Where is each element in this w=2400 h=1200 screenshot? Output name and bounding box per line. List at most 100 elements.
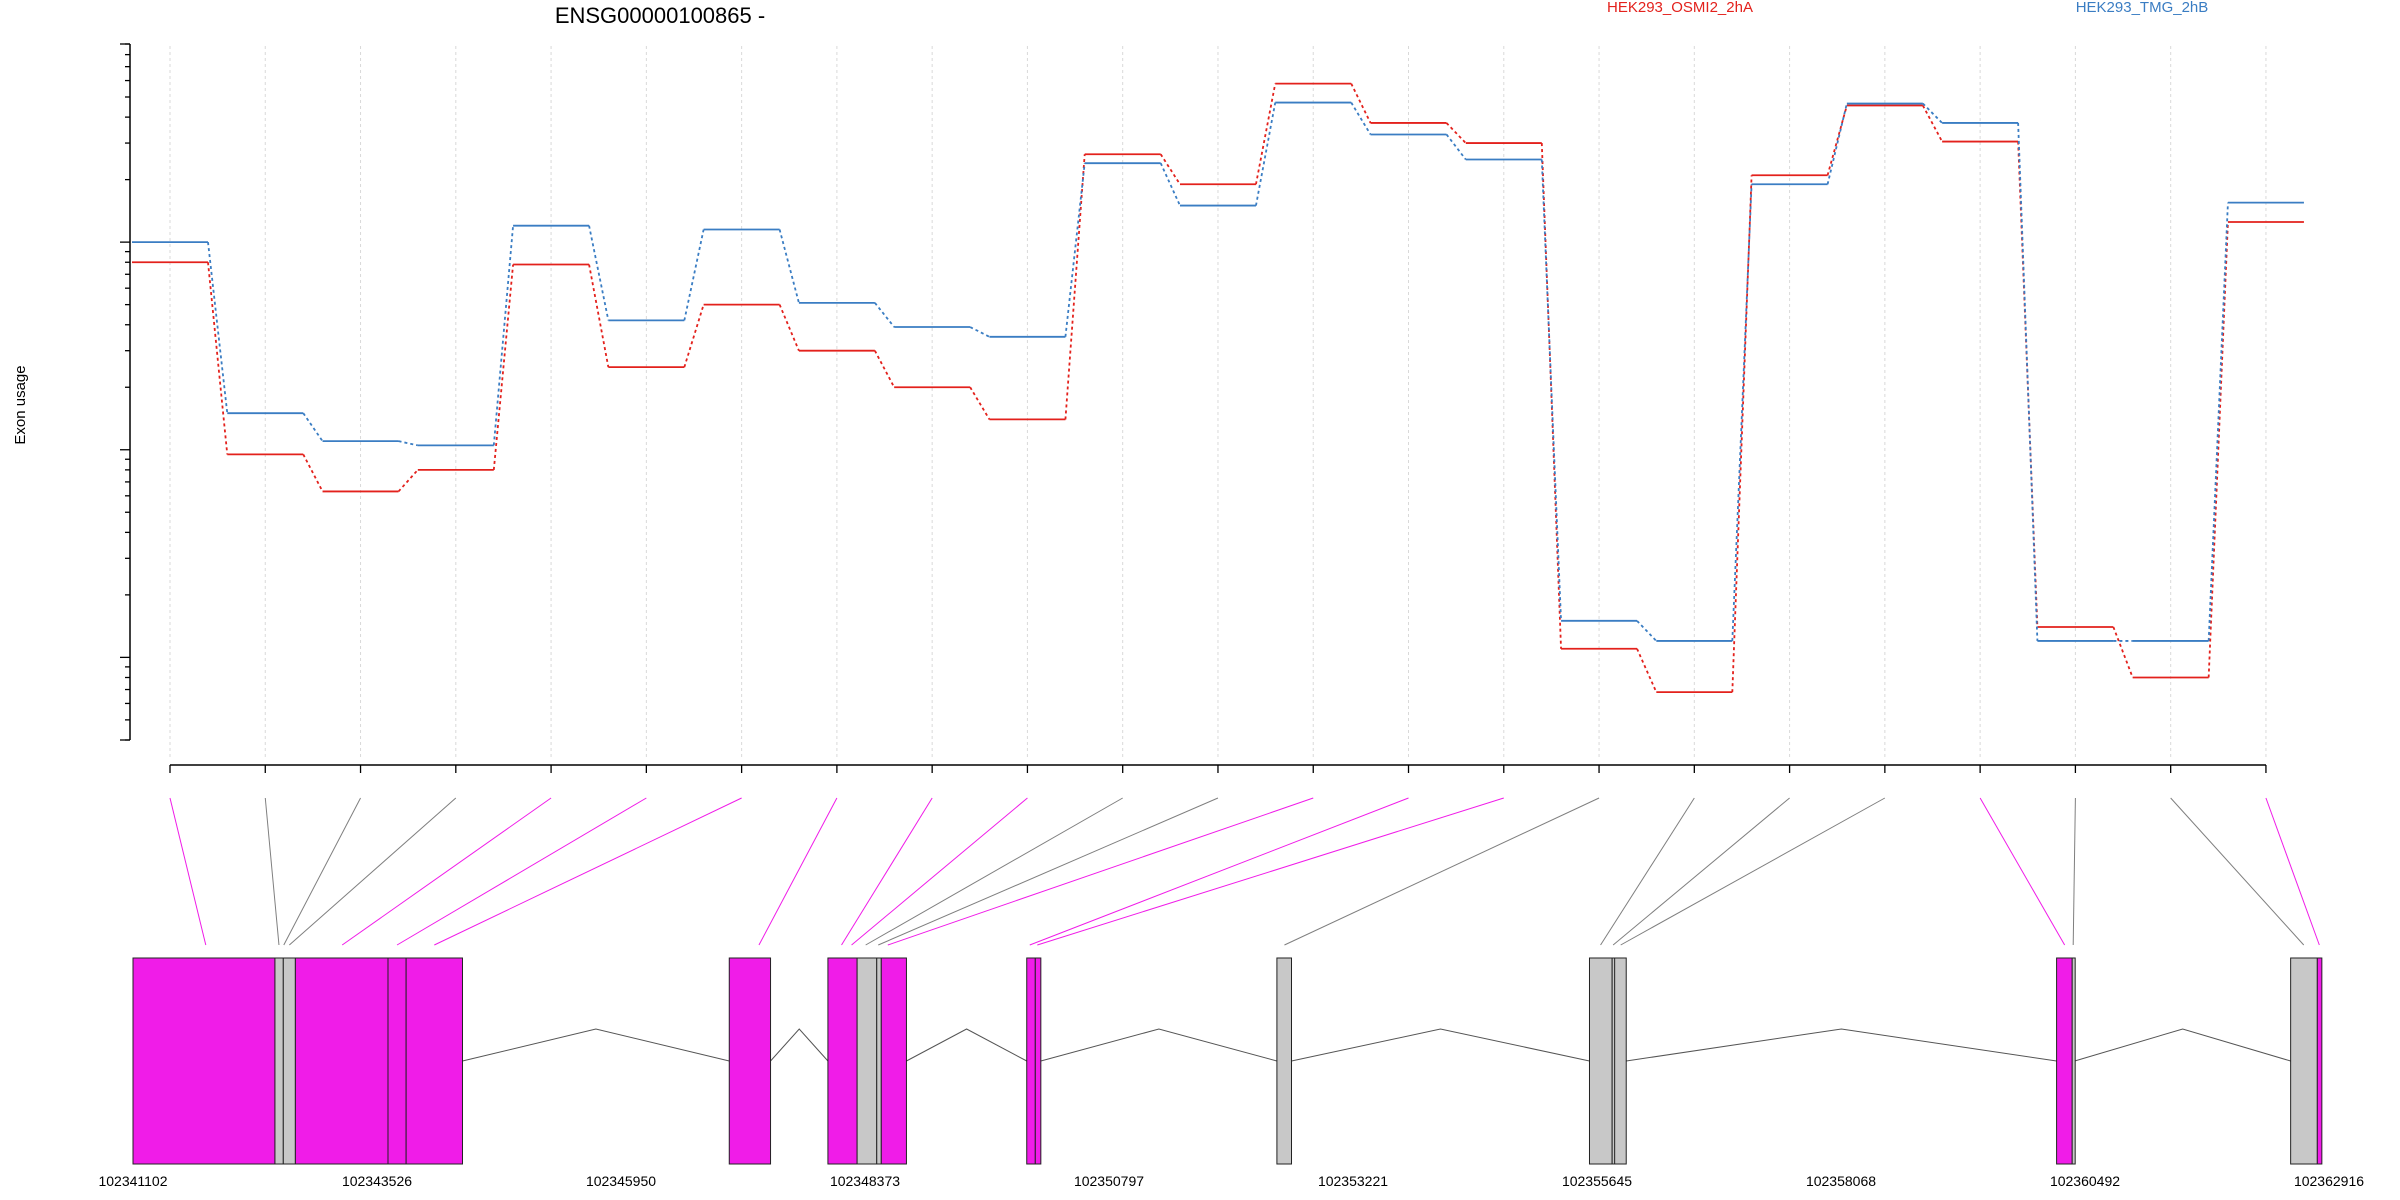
series-transition xyxy=(302,453,324,492)
connector-E007 xyxy=(434,797,742,946)
series-transition xyxy=(1731,175,1753,693)
intron-line xyxy=(1626,1028,2057,1062)
coordinate-label: 102353221 xyxy=(1318,1173,1388,1189)
series-transition xyxy=(683,229,705,321)
exon-E001 xyxy=(132,957,276,1165)
series-transition xyxy=(1922,102,1943,124)
connector-E016 xyxy=(1284,797,1600,946)
exon-E012 xyxy=(1026,957,1036,1165)
coordinate-label: 102362916 xyxy=(2294,1173,2364,1189)
series-transition xyxy=(302,412,324,442)
series-transition xyxy=(1445,133,1467,161)
exon-E021 xyxy=(2316,957,2323,1165)
connector-E020 xyxy=(1979,797,2066,946)
series-lines xyxy=(132,82,2304,694)
exon-E014 xyxy=(1276,957,1293,1165)
coordinate-label: 102360492 xyxy=(2050,1173,2120,1189)
chart-title: ENSG00000100865 - xyxy=(555,3,765,28)
series-transition xyxy=(778,229,800,304)
axes xyxy=(129,44,2266,766)
connector-E006 xyxy=(396,797,647,946)
connector-E018 xyxy=(1612,797,1790,946)
coordinate-label: 102355645 xyxy=(1562,1173,1632,1189)
connector-E009 xyxy=(841,797,933,946)
legend-series-2: HEK293_TMG_2hB xyxy=(2076,0,2209,16)
exon-E010 xyxy=(876,957,882,1165)
exon-E007 xyxy=(728,957,772,1165)
series-transition xyxy=(1255,83,1277,185)
exon-E013 xyxy=(1034,957,1042,1165)
connector-E019 xyxy=(1620,797,1886,946)
series-transition xyxy=(1064,163,1086,337)
intron-line xyxy=(1040,1028,1278,1062)
series-transition xyxy=(778,304,800,352)
coordinate-label: 102348373 xyxy=(830,1173,900,1189)
y-axis-ticks xyxy=(120,43,130,741)
y-axis-label: Exon usage xyxy=(12,365,29,444)
series-transition xyxy=(1255,102,1277,206)
series-transition xyxy=(874,302,895,328)
series-transition xyxy=(969,326,990,338)
connector-E011 xyxy=(865,797,1123,946)
series-transition xyxy=(1636,648,1658,693)
series-transition xyxy=(1064,154,1086,420)
exon-connectors xyxy=(169,797,2320,946)
intron-line xyxy=(770,1028,829,1062)
exon-E006 xyxy=(405,957,463,1165)
series-transition xyxy=(2017,141,2039,628)
coordinate-label: 102350797 xyxy=(1074,1173,1144,1189)
series-transition xyxy=(207,242,229,414)
series-transition xyxy=(588,264,610,368)
series-transition xyxy=(2207,221,2229,678)
series-transition xyxy=(969,386,991,420)
intron-line xyxy=(2074,1028,2291,1062)
connector-E013 xyxy=(887,797,1314,946)
series-transition xyxy=(1350,83,1372,124)
exon-E019 xyxy=(2071,957,2076,1165)
connector-E002 xyxy=(264,797,280,946)
series-transition xyxy=(492,264,514,470)
series-transition xyxy=(397,469,419,493)
grid-lines xyxy=(169,46,2267,758)
genomic-coordinates: 102341102 102343526 102345950 102348373 1023… xyxy=(98,1173,2364,1189)
series-transition xyxy=(874,350,895,388)
series-transition xyxy=(1922,105,1943,142)
connector-E010 xyxy=(851,797,1028,946)
exon-E002 xyxy=(274,957,284,1165)
connector-E014 xyxy=(1029,797,1409,946)
connector-E012 xyxy=(878,797,1219,946)
series-transition xyxy=(683,304,705,368)
exon-E020 xyxy=(2290,957,2318,1165)
connector-E017 xyxy=(1600,797,1695,946)
x-axis-ticks xyxy=(169,765,2267,773)
exon-E017 xyxy=(1614,957,1627,1165)
connector-E003 xyxy=(283,797,361,946)
connector-E015 xyxy=(1037,797,1504,946)
exon-E008 xyxy=(827,957,858,1165)
connector-E023 xyxy=(2265,797,2320,946)
intron-line xyxy=(906,1028,1027,1062)
connector-E001 xyxy=(169,797,207,946)
exon-E015 xyxy=(1588,957,1613,1165)
legend-series-1: HEK293_OSMI2_2hA xyxy=(1607,0,1753,16)
coordinate-label: 102358068 xyxy=(1806,1173,1876,1189)
coordinate-label: 102341102 xyxy=(98,1173,167,1189)
connector-E005 xyxy=(341,797,552,946)
series-transition xyxy=(1445,122,1467,144)
series-HEK293_TMG_2hB xyxy=(132,101,2304,642)
series-transition xyxy=(2207,202,2229,641)
exon-E011 xyxy=(880,957,907,1165)
series-transition xyxy=(1636,620,1657,642)
series-transition xyxy=(1350,102,1372,135)
connector-E008 xyxy=(758,797,838,946)
intron-line xyxy=(462,1028,730,1062)
connector-E021 xyxy=(2072,797,2076,946)
series-transition xyxy=(2112,626,2134,678)
series-transition xyxy=(1731,184,1753,641)
series-transition xyxy=(492,225,514,446)
exon-E005 xyxy=(387,957,407,1165)
exon-E003 xyxy=(282,957,296,1165)
series-transition xyxy=(1826,103,1848,185)
series-transition xyxy=(207,262,229,455)
